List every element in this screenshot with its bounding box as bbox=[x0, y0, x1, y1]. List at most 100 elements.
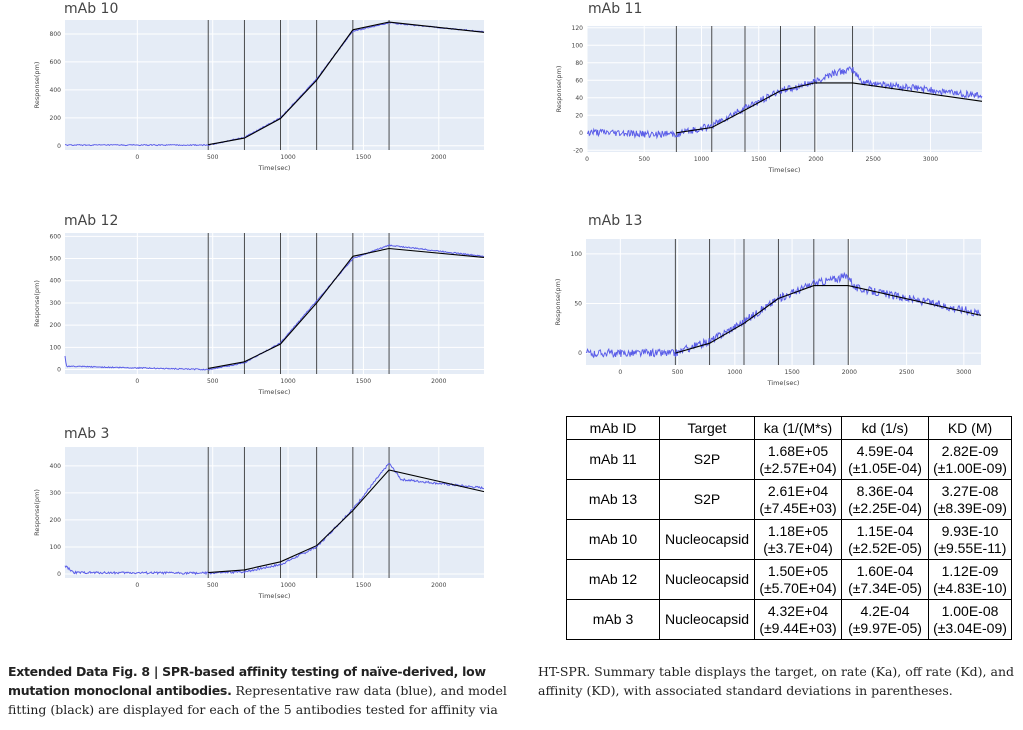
y-tick-label: 600 bbox=[50, 59, 62, 66]
cell-target: Nucleocapsid bbox=[659, 519, 755, 560]
col-header-mab-id: mAb ID bbox=[566, 416, 660, 440]
plot-area bbox=[65, 447, 484, 578]
kd-value: 8.36E-04 bbox=[856, 482, 914, 499]
y-tick-label: 0 bbox=[57, 143, 61, 150]
x-tick-label: 1000 bbox=[694, 156, 709, 163]
y-tick-label: 400 bbox=[50, 87, 62, 94]
ka-value: 2.61E+04 bbox=[767, 482, 829, 499]
kd-sd: (±1.05E-04) bbox=[848, 459, 922, 476]
x-axis-label: Time(sec) bbox=[767, 379, 800, 387]
y-tick-label: 500 bbox=[50, 256, 62, 263]
x-tick-label: 500 bbox=[207, 582, 219, 589]
cell-target: Nucleocapsid bbox=[659, 599, 755, 640]
cell-ka: 4.32E+04 (±9.44E+03) bbox=[754, 599, 842, 640]
chart-plot: 0 100 200 300 400 500 600 0 500 1000 1500 2000 Time(… bbox=[33, 233, 485, 396]
kd-value: 4.2E-04 bbox=[860, 602, 910, 619]
caption-text-left: Representative raw data (blue), and mode… bbox=[8, 683, 507, 717]
y-tick-label: 300 bbox=[50, 300, 62, 307]
plot-area bbox=[65, 233, 484, 374]
chart-title: mAb 12 bbox=[64, 213, 119, 229]
summary-table: mAb ID Target ka (1/(M*s) kd (1/s) KD (M… bbox=[566, 416, 1012, 640]
cell-KD: 1.00E-08 (±3.04E-09) bbox=[928, 599, 1012, 640]
cell-ka: 2.61E+04 (±7.45E+03) bbox=[754, 479, 842, 520]
ka-value: 4.32E+04 bbox=[767, 602, 829, 619]
chart-title: mAb 13 bbox=[588, 213, 643, 229]
y-tick-label: 100 bbox=[572, 42, 584, 49]
cell-kd: 4.59E-04 (±1.05E-04) bbox=[841, 439, 929, 480]
kd-value: 1.15E-04 bbox=[856, 522, 914, 539]
y-tick-label: 100 bbox=[571, 251, 583, 258]
x-axis-label: Time(sec) bbox=[258, 388, 291, 396]
y-tick-label: 100 bbox=[50, 344, 62, 351]
KD-sd: (±9.55E-11) bbox=[933, 539, 1007, 556]
y-tick-label: 60 bbox=[575, 77, 583, 84]
cell-ka: 1.68E+05 (±2.57E+04) bbox=[754, 439, 842, 480]
KD-value: 9.93E-10 bbox=[941, 522, 999, 539]
table-row: mAb 13 S2P 2.61E+04 (±7.45E+03) 8.36E-04(… bbox=[566, 479, 1012, 520]
table-row: mAb 10 Nucleocapsid 1.18E+05 (±3.7E+04) 1… bbox=[566, 519, 1012, 560]
x-axis-label: Time(sec) bbox=[258, 592, 291, 600]
model-fit-line bbox=[208, 21, 485, 146]
kd-value: 4.59E-04 bbox=[856, 442, 914, 459]
cell-kd: 8.36E-04 (±2.25E-04) bbox=[841, 479, 929, 520]
y-tick-label: 300 bbox=[50, 490, 62, 497]
chart-mab3: mAb 3 0 100 200 300 400 0 500 1000 1500 2000 Time(… bbox=[0, 425, 500, 605]
kd-sd: (±9.97E-05) bbox=[848, 619, 922, 636]
raw-data-line bbox=[64, 21, 485, 147]
ka-sd: (±7.45E+03) bbox=[759, 499, 837, 516]
chart-mab11: mAb 11 -20 0 20 40 60 80 100 120 0 500 1000 1500 200… bbox=[520, 0, 1023, 185]
x-tick-label: 2500 bbox=[899, 369, 914, 376]
y-tick-label: 50 bbox=[574, 300, 582, 307]
x-tick-label: 0 bbox=[135, 378, 139, 385]
model-fit-line bbox=[676, 82, 983, 134]
x-tick-label: 1500 bbox=[356, 154, 371, 161]
KD-value: 2.82E-09 bbox=[941, 442, 999, 459]
x-tick-label: 500 bbox=[207, 154, 219, 161]
y-tick-label: 20 bbox=[575, 112, 583, 119]
y-axis-label: Response(pm) bbox=[33, 62, 41, 109]
chart-mab10: mAb 10 0 200 400 600 800 0 500 1000 1500 2000 Time… bbox=[0, 0, 500, 185]
x-tick-label: 500 bbox=[207, 378, 219, 385]
x-tick-label: 2000 bbox=[431, 154, 446, 161]
kd-sd: (±7.34E-05) bbox=[848, 579, 922, 596]
y-tick-label: 0 bbox=[579, 130, 583, 137]
y-axis-label: Response(pm) bbox=[555, 66, 563, 113]
kd-value: 1.60E-04 bbox=[856, 562, 914, 579]
KD-value: 3.27E-08 bbox=[941, 482, 999, 499]
cell-target: Nucleocapsid bbox=[659, 559, 755, 600]
x-tick-label: 2000 bbox=[431, 378, 446, 385]
chart-title: mAb 11 bbox=[588, 1, 643, 17]
x-tick-label: 2000 bbox=[431, 582, 446, 589]
col-header-target: Target bbox=[659, 416, 755, 440]
y-axis-label: Response(pm) bbox=[554, 279, 562, 326]
model-fit-line bbox=[208, 247, 485, 369]
x-tick-label: 1000 bbox=[727, 369, 742, 376]
ka-value: 1.50E+05 bbox=[767, 562, 829, 579]
x-tick-label: 3000 bbox=[956, 369, 971, 376]
KD-value: 1.12E-09 bbox=[941, 562, 999, 579]
y-tick-label: 600 bbox=[50, 233, 62, 240]
x-tick-label: 2000 bbox=[842, 369, 857, 376]
cell-mab-id: mAb 13 bbox=[566, 479, 660, 520]
y-tick-label: 120 bbox=[572, 25, 584, 32]
x-tick-label: 2000 bbox=[808, 156, 823, 163]
x-axis-label: Time(sec) bbox=[768, 166, 801, 174]
ka-sd: (±2.57E+04) bbox=[759, 459, 837, 476]
y-axis-label: Response(pm) bbox=[33, 489, 41, 536]
caption-label: Extended Data Fig. 8 | bbox=[8, 664, 159, 679]
x-tick-label: 0 bbox=[135, 154, 139, 161]
x-tick-label: 1500 bbox=[356, 582, 371, 589]
chart-mab13: mAb 13 0 50 100 0 500 1000 1500 2000 2500 3000 Tim… bbox=[520, 212, 1023, 387]
ka-value: 1.18E+05 bbox=[767, 522, 829, 539]
x-tick-label: 1000 bbox=[280, 154, 295, 161]
y-tick-label: 0 bbox=[57, 571, 61, 578]
plot-area bbox=[586, 239, 981, 365]
model-fit-line bbox=[208, 469, 485, 574]
cell-target: S2P bbox=[659, 479, 755, 520]
cell-mab-id: mAb 12 bbox=[566, 559, 660, 600]
ka-sd: (±9.44E+03) bbox=[759, 619, 837, 636]
chart-mab12: mAb 12 0 100 200 300 400 500 600 0 500 1000 1500 20… bbox=[0, 212, 500, 396]
raw-data-line bbox=[64, 244, 485, 371]
